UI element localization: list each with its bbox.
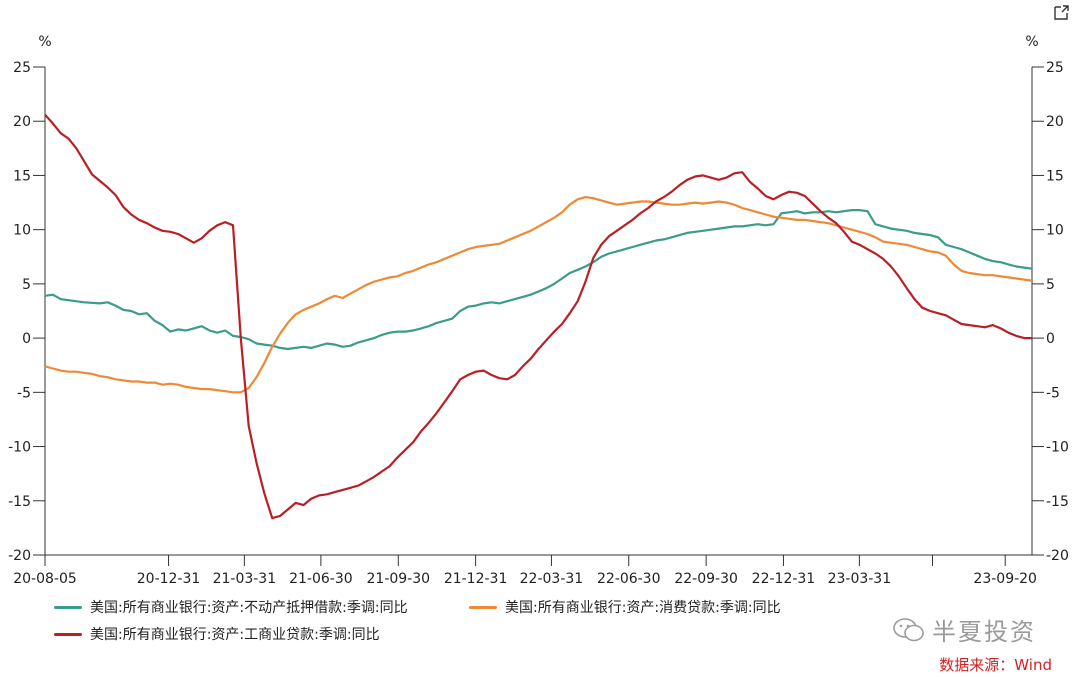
- wechat-icon: [893, 617, 924, 641]
- legend-item-commercial: 美国:所有商业银行:资产:工商业贷款:季调:同比: [54, 624, 380, 644]
- x-tick-label: 21-09-30: [367, 571, 431, 587]
- x-tick-label: 22-12-31: [752, 571, 816, 587]
- legend-label-real-estate: 美国:所有商业银行:资产:不动产抵押借款:季调:同比: [90, 600, 408, 616]
- series-real-estate-line: [44, 209, 1033, 351]
- y-tick-label-right: 5: [1046, 277, 1055, 293]
- y-tick-label-right: -15: [1046, 494, 1069, 510]
- legend-swatch-red: [54, 632, 82, 636]
- y-tick-label-right: 0: [1046, 331, 1055, 347]
- y-tick-label-left: -5: [17, 385, 31, 401]
- legend-label-consumer: 美国:所有商业银行:资产:消费贷款:季调:同比: [505, 600, 781, 616]
- export-icon[interactable]: [1052, 4, 1070, 22]
- y-tick-label-left: 10: [13, 223, 31, 239]
- y-unit-left: %: [38, 34, 51, 50]
- legend-item-consumer: 美国:所有商业银行:资产:消费贷款:季调:同比: [469, 597, 781, 617]
- series-commercial-line: [44, 113, 1032, 520]
- legend-item-real-estate: 美国:所有商业银行:资产:不动产抵押借款:季调:同比: [54, 597, 408, 617]
- series-consumer-line: [44, 196, 1033, 394]
- watermark-text: 半夏投资: [932, 618, 1036, 646]
- x-tick-label: 20-12-31: [137, 571, 201, 587]
- y-tick-label-left: 15: [13, 168, 31, 184]
- y-tick-label-left: -20: [8, 548, 31, 564]
- y-tick-label-left: -15: [8, 494, 31, 510]
- y-tick-label-right: -10: [1046, 440, 1069, 456]
- x-tick-label: 23-09-20: [973, 571, 1037, 587]
- y-tick-label-left: 20: [13, 114, 31, 130]
- y-tick-label-right: 10: [1046, 223, 1064, 239]
- x-tick-label: 21-12-31: [444, 571, 508, 587]
- y-tick-label-right: 20: [1046, 114, 1064, 130]
- x-tick-label: 22-03-31: [520, 571, 584, 587]
- y-tick-label-right: -5: [1046, 385, 1060, 401]
- x-tick-label: 22-06-30: [597, 571, 661, 587]
- x-tick-label: 20-08-05: [13, 571, 77, 587]
- y-tick-label-left: 0: [22, 331, 31, 347]
- y-unit-right: %: [1025, 34, 1038, 50]
- y-tick-label-left: 25: [13, 60, 31, 76]
- y-tick-label-left: 5: [22, 277, 31, 293]
- x-tick-label: 21-03-31: [213, 571, 277, 587]
- x-tick-label: 22-09-30: [674, 571, 738, 587]
- watermark: 半夏投资: [892, 612, 1036, 647]
- y-tick-label-left: -10: [8, 440, 31, 456]
- legend-swatch-green: [54, 605, 82, 609]
- x-tick-label: 23-03-31: [828, 571, 892, 587]
- y-tick-label-right: 25: [1046, 60, 1064, 76]
- x-tick-label: 21-06-30: [289, 571, 353, 587]
- legend-label-commercial: 美国:所有商业银行:资产:工商业贷款:季调:同比: [90, 627, 380, 643]
- source-note: 数据来源：Wind: [939, 656, 1052, 674]
- y-tick-label-right: -20: [1046, 548, 1069, 564]
- legend-swatch-orange: [469, 605, 497, 609]
- y-tick-label-right: 15: [1046, 168, 1064, 184]
